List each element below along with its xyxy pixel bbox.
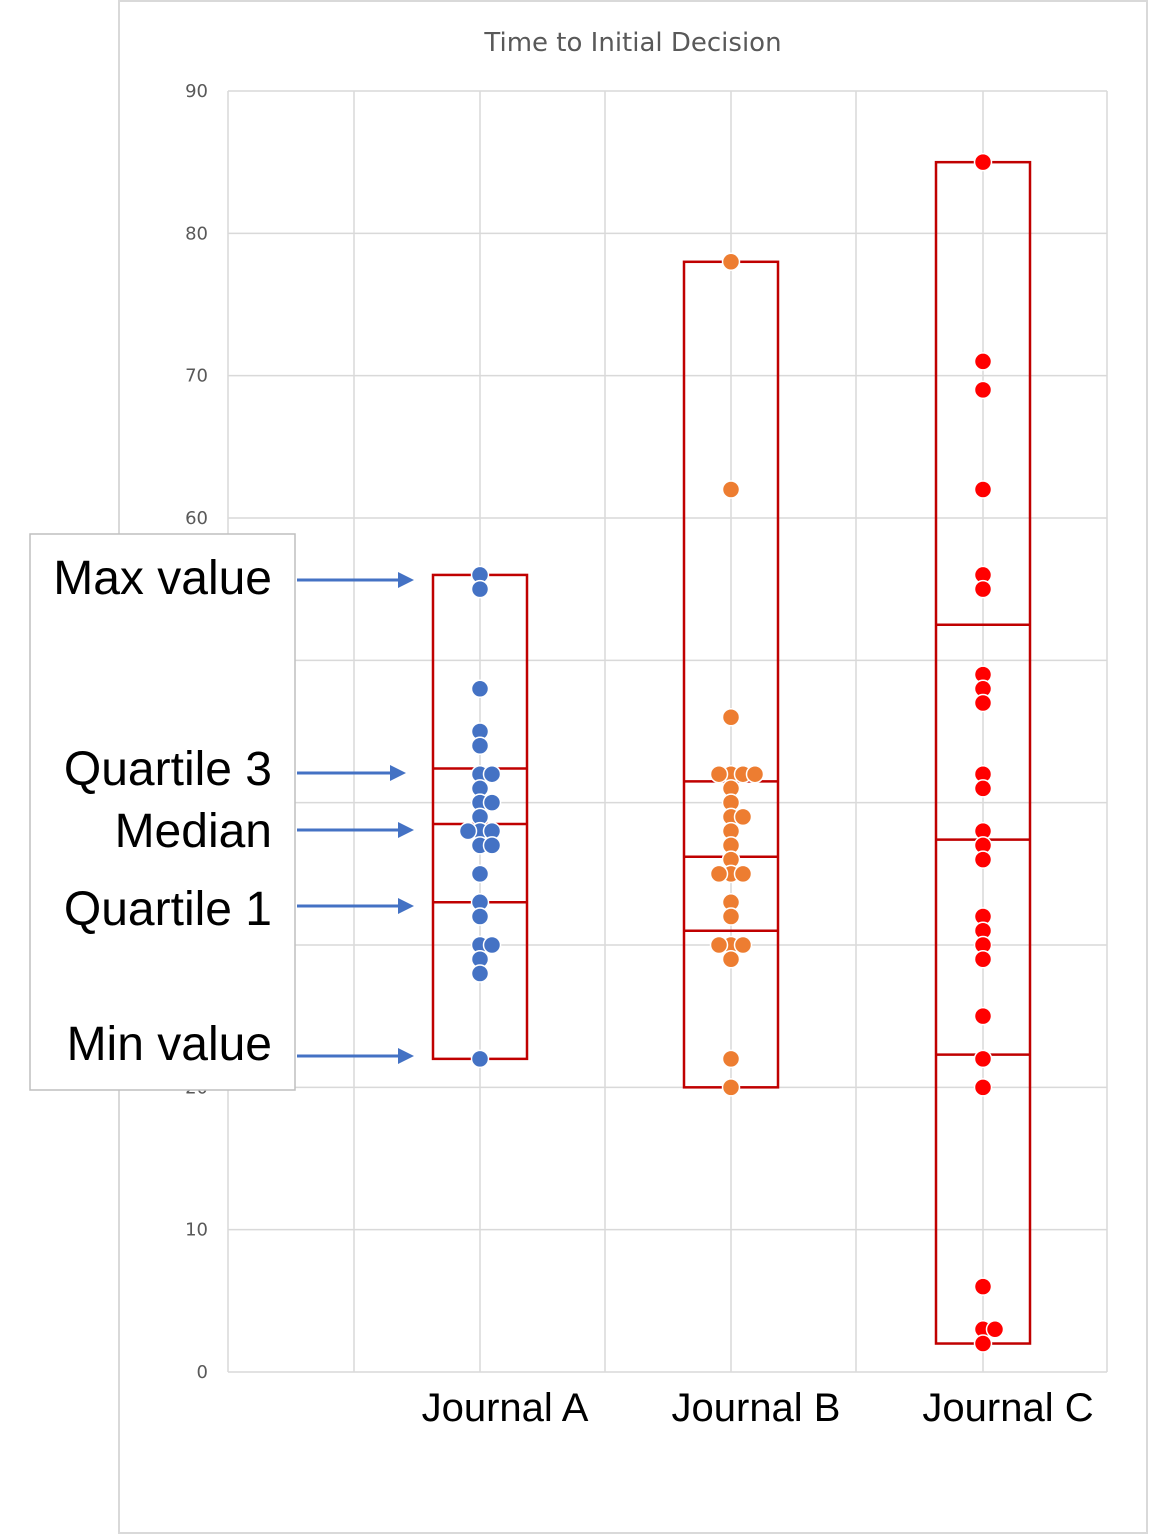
data-point — [721, 1049, 741, 1069]
x-tick-label: Journal A — [422, 1386, 589, 1430]
data-point — [709, 864, 729, 884]
data-point — [721, 252, 741, 272]
data-point — [470, 1049, 490, 1069]
data-point — [973, 1078, 993, 1097]
data-point — [973, 352, 993, 371]
data-point — [721, 708, 741, 727]
annotation-arrow-head — [390, 765, 406, 781]
x-tick-label: Journal C — [922, 1386, 1093, 1430]
data-point — [709, 764, 729, 784]
data-point — [721, 1078, 741, 1097]
annotation-arrow-head — [398, 898, 414, 914]
annotation-label: Quartile 3 — [64, 743, 272, 796]
data-point — [973, 579, 993, 599]
data-point — [470, 864, 490, 884]
data-point — [733, 864, 753, 884]
data-point — [973, 779, 993, 798]
data-point — [973, 693, 993, 713]
data-point — [973, 152, 993, 172]
annotation-arrows — [297, 572, 414, 1064]
y-tick-label: 10 — [185, 1220, 208, 1241]
data-point — [745, 764, 765, 784]
data-point — [733, 935, 753, 955]
data-point — [470, 736, 490, 755]
data-point — [973, 1006, 993, 1026]
data-point — [721, 480, 741, 499]
data-point — [973, 1277, 993, 1296]
data-point — [709, 935, 729, 955]
data-point — [458, 821, 478, 841]
x-tick-label: Journal B — [672, 1386, 841, 1430]
data-point — [721, 907, 741, 926]
annotation-label: Max value — [53, 552, 272, 605]
annotation-label: Median — [115, 805, 272, 858]
annotation-legend: Max value Quartile 3 Median Quartile 1 Min v… — [29, 533, 296, 1091]
data-point — [733, 807, 753, 827]
data-point — [482, 764, 502, 784]
data-point — [470, 679, 490, 699]
annotation-legend-box — [29, 533, 296, 1091]
data-points — [458, 152, 1005, 1353]
data-point — [470, 964, 490, 983]
y-tick-label: 80 — [185, 223, 208, 244]
x-axis-ticks: Journal A Journal B Journal C — [422, 1386, 1094, 1430]
gridlines — [227, 90, 1108, 1373]
annotation-arrow-head — [398, 1048, 414, 1064]
chart-title: Time to Initial Decision — [483, 28, 781, 58]
data-point — [973, 949, 993, 969]
data-point — [985, 1320, 1005, 1339]
annotation-label: Min value — [67, 1018, 272, 1071]
y-tick-label: 0 — [197, 1362, 208, 1383]
data-point — [482, 793, 502, 812]
annotation-label: Quartile 1 — [64, 883, 272, 936]
data-point — [973, 850, 993, 869]
y-tick-label: 90 — [185, 81, 208, 102]
data-point — [973, 380, 993, 400]
y-tick-label: 60 — [185, 508, 208, 529]
annotation-arrow-head — [398, 572, 414, 588]
data-point — [470, 579, 490, 599]
data-point — [973, 1049, 993, 1069]
y-tick-label: 70 — [185, 366, 208, 387]
data-point — [973, 480, 993, 499]
annotation-arrow-head — [398, 822, 414, 838]
data-point — [721, 949, 741, 969]
data-point — [482, 836, 502, 855]
data-point — [470, 907, 490, 926]
data-point — [973, 1334, 993, 1353]
data-point — [482, 935, 502, 955]
